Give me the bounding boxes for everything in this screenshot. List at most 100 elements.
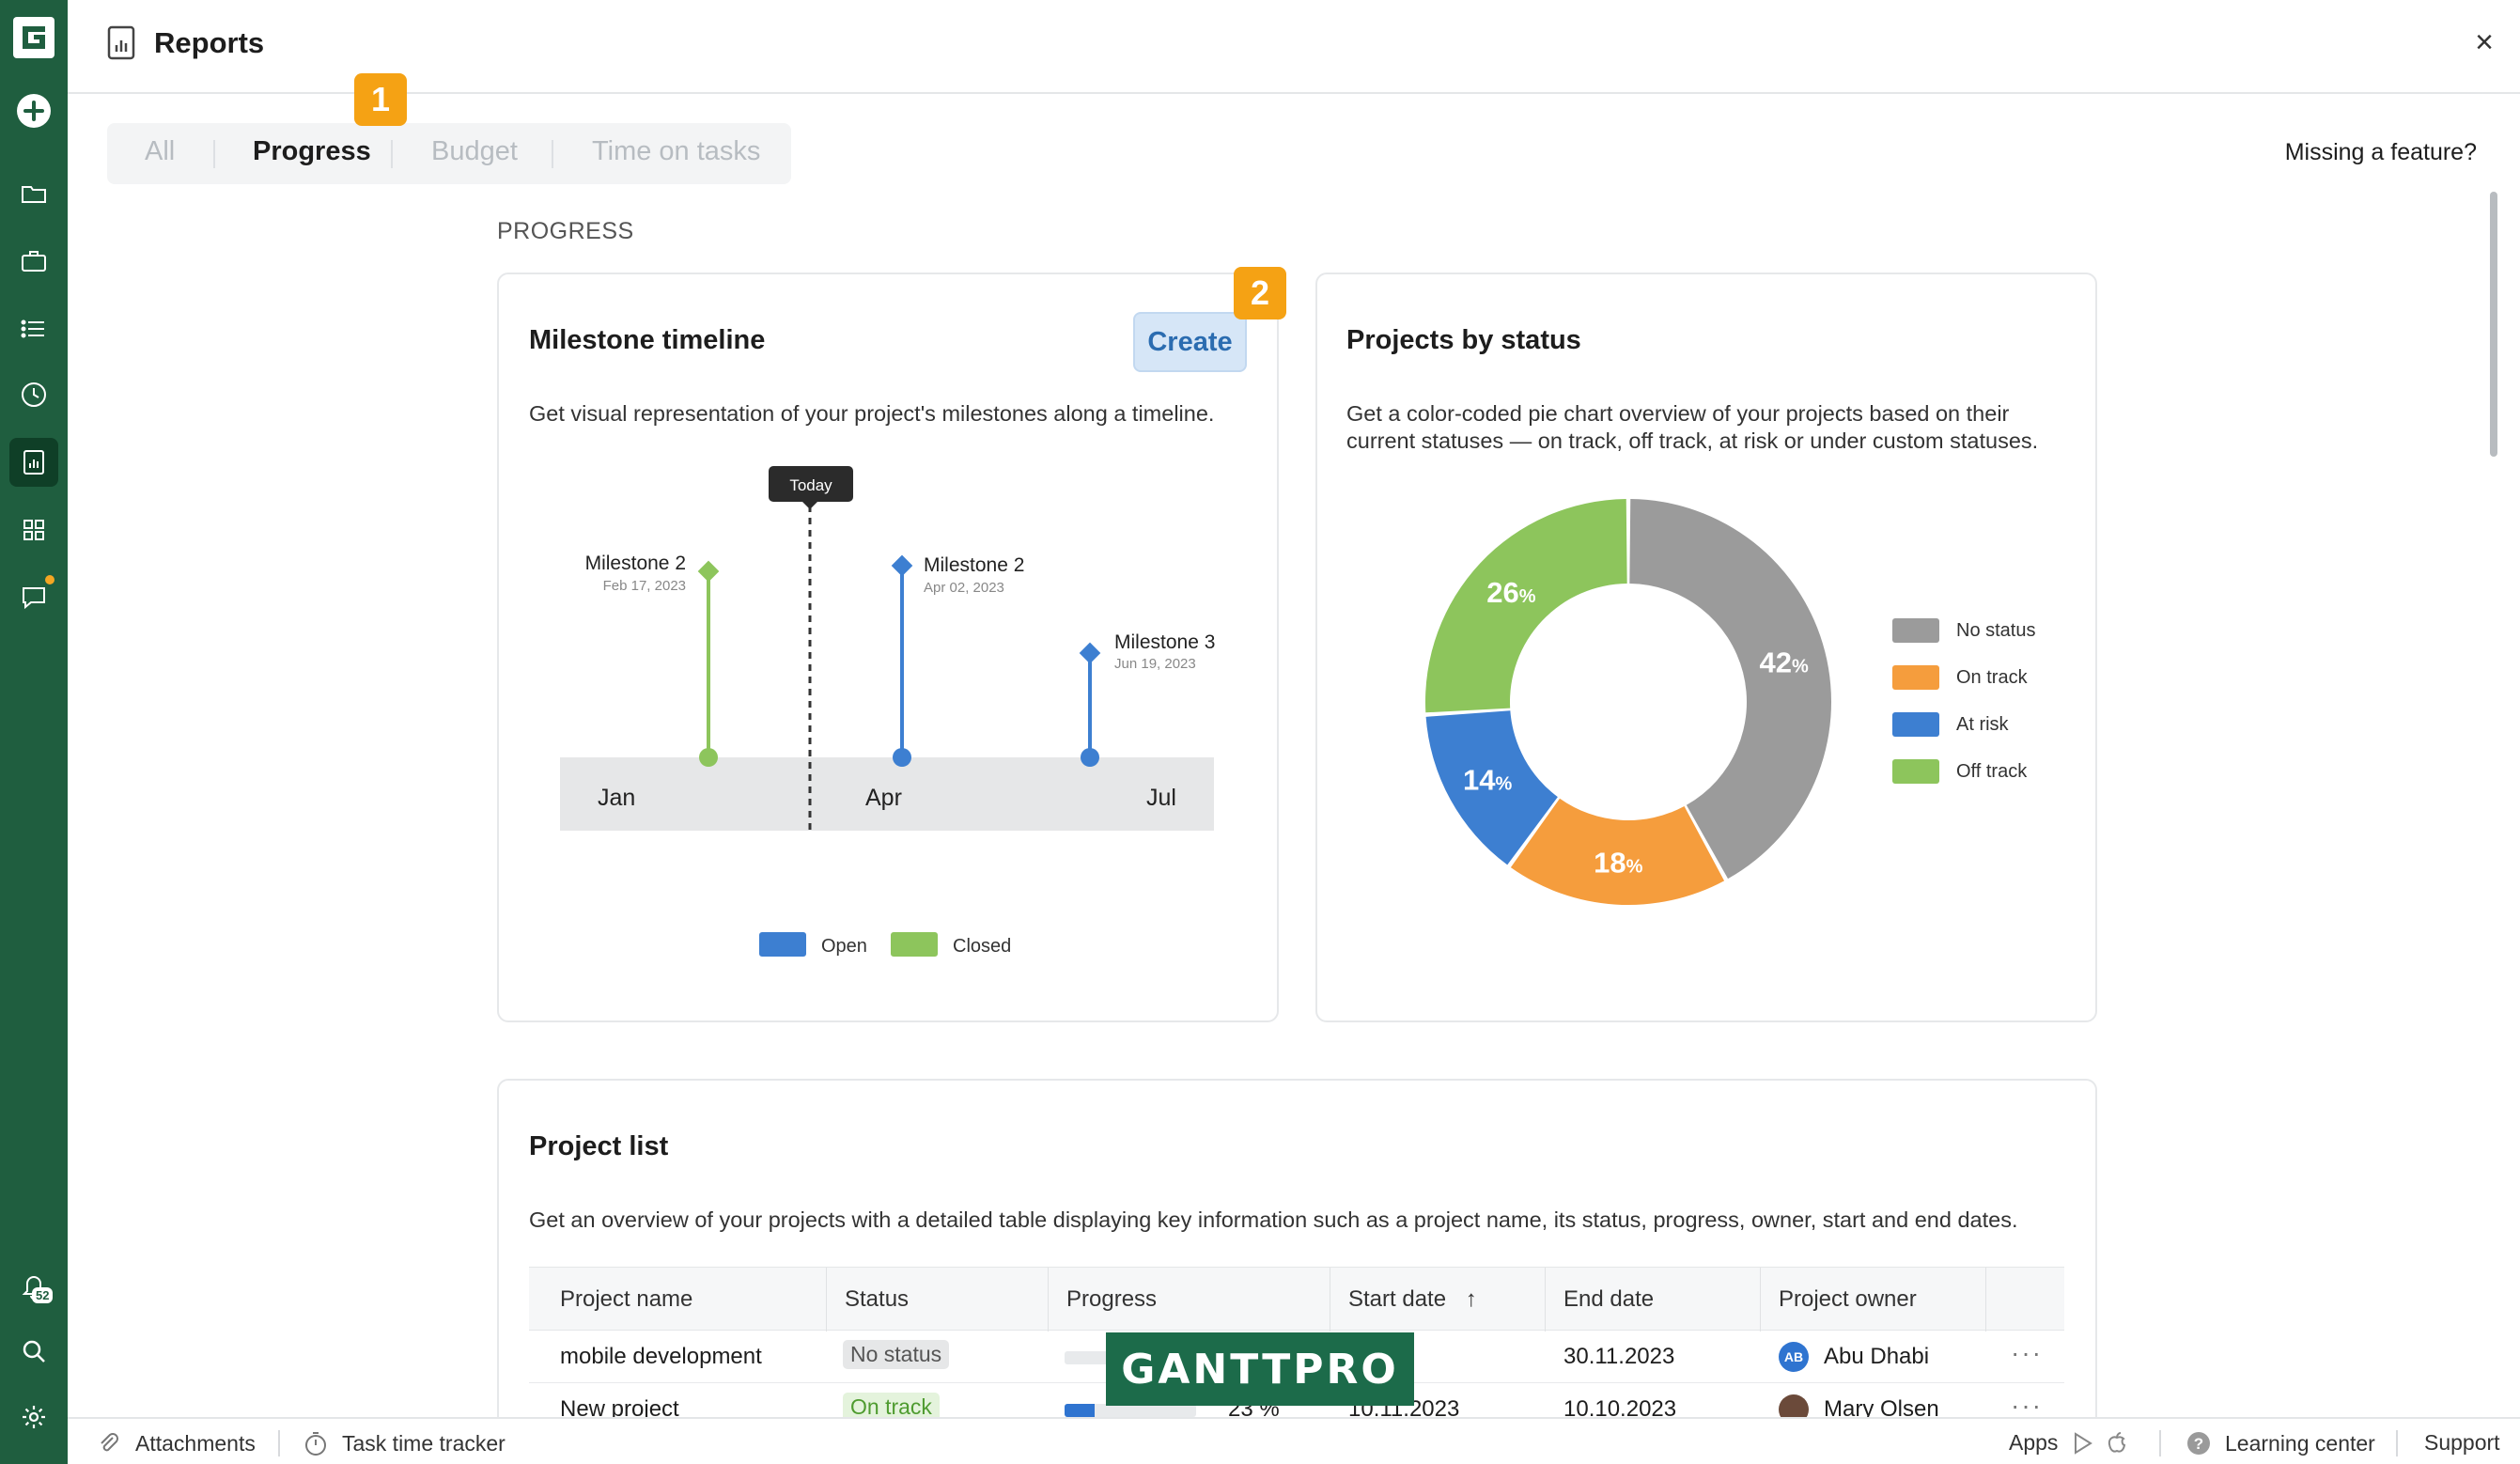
- milestone-date: Apr 02, 2023: [924, 580, 1004, 596]
- donut-slice-on-track[interactable]: [1510, 798, 1725, 905]
- step-marker-2: 2: [1234, 267, 1286, 319]
- row-menu-icon[interactable]: ···: [2011, 1338, 2043, 1367]
- col-divider: [1545, 1268, 1546, 1332]
- col-project-name[interactable]: Project name: [560, 1286, 693, 1312]
- tab-time-on-tasks[interactable]: Time on tasks: [592, 136, 761, 166]
- project-owner: Abu Dhabi: [1824, 1344, 1930, 1369]
- col-divider: [826, 1268, 827, 1332]
- end-date: 30.11.2023: [1563, 1344, 1675, 1369]
- report-tabs: All Progress Budget Time on tasks: [107, 123, 791, 184]
- legend-item-off-track: Off track: [1892, 759, 2027, 784]
- milestone-date: Feb 17, 2023: [603, 578, 686, 594]
- footer-bar: Attachments Task time tracker Apps ? Lea…: [68, 1417, 2520, 1464]
- milestone-diamond[interactable]: [891, 554, 913, 577]
- tab-divider: [552, 140, 553, 168]
- tab-progress[interactable]: Progress: [253, 136, 371, 166]
- donut-data-label: 26%: [1486, 576, 1535, 609]
- tab-divider: [391, 140, 393, 168]
- avatar: AB: [1779, 1342, 1809, 1372]
- list-icon[interactable]: [15, 310, 53, 348]
- project-list-description: Get an overview of your projects with a …: [529, 1207, 2018, 1232]
- google-play-icon[interactable]: [2071, 1431, 2095, 1456]
- donut-slice-no-status[interactable]: [1629, 499, 1831, 880]
- chat-icon[interactable]: [15, 579, 53, 616]
- month-label: Jan: [598, 785, 635, 811]
- milestone-diamond[interactable]: [1079, 642, 1101, 664]
- sort-ascending-icon[interactable]: ↑: [1465, 1286, 1477, 1312]
- col-start-date-label: Start date: [1348, 1286, 1447, 1312]
- legend-label: Off track: [1956, 760, 2028, 782]
- donut-data-label: 18%: [1594, 847, 1642, 880]
- apps-link[interactable]: Apps: [2009, 1430, 2129, 1456]
- page-header: Reports ×: [68, 0, 2520, 94]
- col-divider: [1760, 1268, 1761, 1332]
- status-card-description: Get a color-coded pie chart overview of …: [1346, 400, 2038, 455]
- col-start-date[interactable]: Start date ↑: [1348, 1286, 1477, 1313]
- tab-budget[interactable]: Budget: [431, 136, 518, 166]
- task-time-tracker-link[interactable]: Task time tracker: [303, 1430, 506, 1456]
- progress-bar: [1065, 1404, 1196, 1417]
- close-icon[interactable]: ×: [2475, 24, 2494, 60]
- stopwatch-icon: [305, 1432, 326, 1456]
- apps-label: Apps: [2009, 1430, 2059, 1455]
- donut-slice-off-track[interactable]: [1425, 499, 1627, 713]
- legend-swatch: [1892, 712, 1939, 737]
- status-desc-line: Get a color-coded pie chart overview of …: [1346, 401, 2010, 426]
- svg-text:?: ?: [2194, 1435, 2203, 1453]
- legend-label: On track: [1956, 666, 2028, 688]
- settings-gear-icon[interactable]: [15, 1398, 53, 1436]
- page-title: Reports: [154, 26, 265, 59]
- left-rail: 52: [0, 0, 68, 1464]
- col-divider: [1985, 1268, 1986, 1332]
- legend-item-at-risk: At risk: [1892, 712, 2009, 737]
- project-name[interactable]: mobile development: [560, 1344, 762, 1369]
- col-progress[interactable]: Progress: [1066, 1286, 1158, 1312]
- add-icon[interactable]: [15, 92, 53, 130]
- milestone-timeline-chart: Jan Apr Jul Today Milestone 2 Feb 17, 20…: [560, 466, 1215, 957]
- step-marker-1: 1: [354, 73, 407, 126]
- task-time-tracker-label: Task time tracker: [342, 1430, 506, 1456]
- project-list-title: Project list: [529, 1131, 669, 1161]
- support-link[interactable]: Support: [2424, 1430, 2500, 1455]
- milestone-date: Jun 19, 2023: [1114, 656, 1196, 672]
- legend-swatch: [1892, 759, 1939, 784]
- row-menu-icon[interactable]: ···: [2011, 1391, 2043, 1420]
- apps-grid-icon[interactable]: [15, 511, 53, 549]
- milestone-name: Milestone 2: [924, 554, 1024, 576]
- today-tooltip: [769, 466, 853, 502]
- col-end-date[interactable]: End date: [1563, 1286, 1655, 1312]
- col-divider: [1048, 1268, 1049, 1332]
- month-label: Jul: [1146, 785, 1176, 811]
- vertical-scrollbar[interactable]: [2490, 192, 2497, 457]
- create-milestone-button[interactable]: Create: [1133, 312, 1247, 372]
- legend-label: At risk: [1956, 713, 2009, 735]
- donut-slice-at-risk[interactable]: [1425, 710, 1558, 865]
- apple-icon[interactable]: [2105, 1431, 2129, 1456]
- folder-icon[interactable]: [15, 175, 53, 212]
- search-icon[interactable]: [15, 1332, 53, 1370]
- reports-icon[interactable]: [9, 438, 58, 487]
- learning-center-label: Learning center: [2225, 1430, 2375, 1456]
- milestone-timeline-card[interactable]: [497, 273, 1279, 1022]
- learning-center-link[interactable]: ? Learning center: [2186, 1430, 2375, 1456]
- ganttpro-logo[interactable]: [9, 13, 58, 62]
- unread-dot: [45, 575, 54, 584]
- status-badge[interactable]: On track: [843, 1393, 940, 1422]
- legend-swatch: [1892, 665, 1939, 690]
- milestone-base-dot: [1081, 748, 1099, 767]
- section-label: PROGRESS: [497, 218, 634, 244]
- legend-label-open: Open: [821, 936, 867, 957]
- attachments-link[interactable]: Attachments: [96, 1430, 256, 1456]
- briefcase-icon[interactable]: [15, 242, 53, 280]
- col-status[interactable]: Status: [845, 1286, 910, 1312]
- missing-feature-link[interactable]: Missing a feature?: [2284, 139, 2477, 165]
- progress-bar-fill: [1065, 1404, 1096, 1417]
- status-badge[interactable]: No status: [843, 1340, 950, 1369]
- tab-all[interactable]: All: [145, 136, 176, 166]
- notifications-badge: 52: [32, 1287, 54, 1303]
- milestone-diamond[interactable]: [697, 560, 720, 583]
- clock-icon[interactable]: [15, 376, 53, 413]
- col-project-owner[interactable]: Project owner: [1779, 1286, 1917, 1312]
- ganttpro-watermark: GANTTPRO: [1106, 1332, 1414, 1406]
- donut-data-label: 14%: [1463, 763, 1512, 796]
